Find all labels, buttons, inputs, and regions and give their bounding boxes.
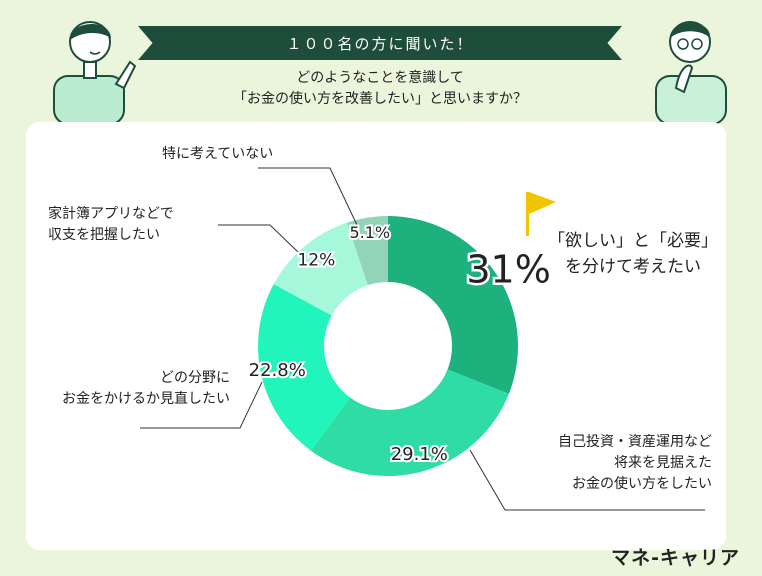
leader-line-review [140,381,263,429]
value-label-none: 5.1% [349,223,390,242]
callout-line-2: を分けて考えたい [565,257,701,277]
label-none: 特に考えていない [162,144,273,165]
person-thinking-illustration [655,21,727,124]
person-pointing-illustration [53,21,137,124]
callout-want-vs-need: 「欲しい」と「必要」 を分けて考えたい [528,228,738,280]
label-invest-line-2: 将来を見据えた [614,455,712,471]
chart-card [26,122,726,550]
slice-invest [310,369,509,477]
value-label-want-vs-need: 31% [466,248,550,292]
label-app: 家計簿アプリなどで 収支を把握したい [48,204,174,246]
leader-line-none [258,167,358,226]
survey-banner: １００名の方に聞いた！ [138,26,622,60]
leader-line-invest [469,449,705,511]
question-line-2: 「お金の使い方を改善したい」と思いますか？ [233,91,527,107]
question-line-1: どのようなことを意識して [296,70,464,86]
label-app-line-2: 収支を把握したい [48,227,160,243]
value-label-review: 22.8% [249,360,306,381]
label-app-line-1: 家計簿アプリなどで [48,206,174,222]
label-review-line-2: お金をかけるか見直したい [62,391,230,407]
label-review-line-1: どの分野に [160,370,230,386]
slice-app [273,222,368,316]
slice-want-vs-need [388,216,518,394]
leader-line-app [218,224,299,253]
label-invest: 自己投資・資産運用など 将来を見据えた お金の使い方をしたい [558,432,712,495]
value-label-invest: 29.1% [391,444,448,465]
label-none-line-1: 特に考えていない [162,146,274,162]
callout-line-1: 「欲しい」と「必要」 [548,231,718,251]
flag-icon [526,192,556,236]
label-review: どの分野に お金をかけるか見直したい [62,368,230,410]
label-invest-line-3: お金の使い方をしたい [572,476,712,492]
slice-none [347,216,388,286]
value-label-app: 12% [297,251,335,271]
slice-review [258,284,351,451]
label-invest-line-1: 自己投資・資産運用など [558,434,712,450]
brand-logo: マネ-キャリア [611,547,740,569]
banner-title: １００名の方に聞いた！ [286,34,474,53]
survey-question: どのようなことを意識して 「お金の使い方を改善したい」と思いますか？ [160,68,600,110]
